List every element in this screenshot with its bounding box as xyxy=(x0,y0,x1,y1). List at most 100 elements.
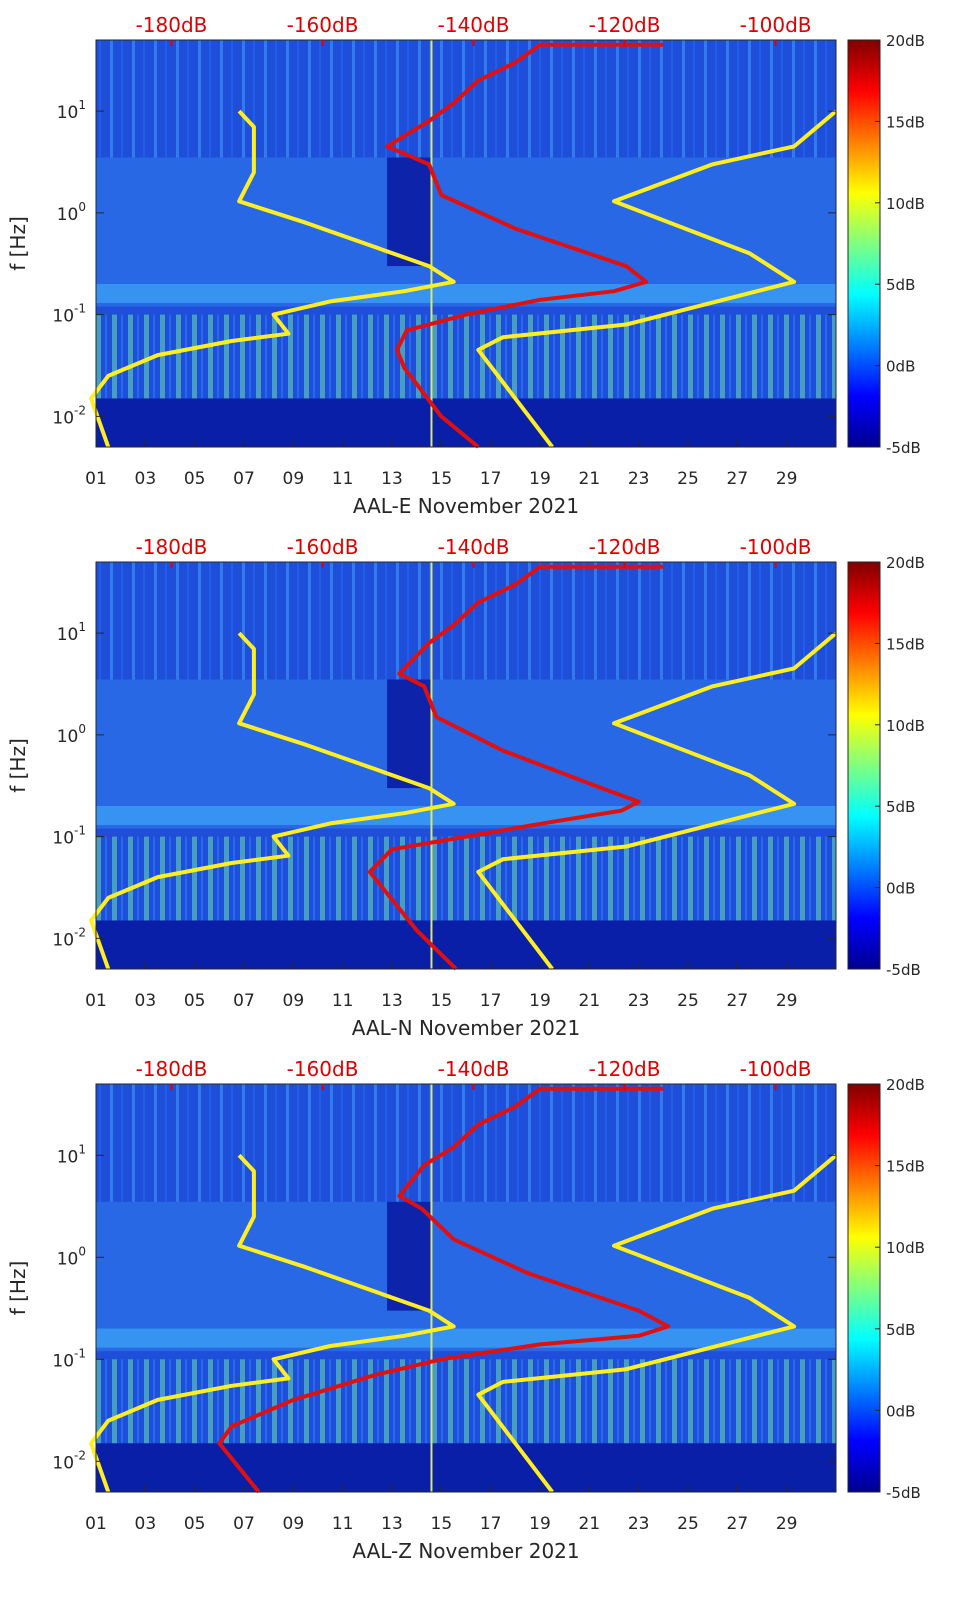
x-tick-label: 27 xyxy=(727,469,749,489)
y-tick-label: 100 xyxy=(57,200,86,225)
colorbar-tick-label: -5dB xyxy=(886,961,921,979)
x-tick-label: 29 xyxy=(776,991,798,1011)
x-tick-label: 03 xyxy=(135,469,157,489)
top-db-tick-label: -140dB xyxy=(438,1057,510,1081)
y-axis-label: f [Hz] xyxy=(6,738,30,793)
colorbar-tick-label: 5dB xyxy=(886,1321,915,1339)
top-db-tick-label: -160dB xyxy=(287,13,359,37)
colorbar xyxy=(847,39,881,448)
top-db-tick-label: -120dB xyxy=(589,1057,661,1081)
axes-frame xyxy=(95,561,837,970)
x-tick-label: 23 xyxy=(628,991,650,1011)
x-tick-label: 19 xyxy=(529,1514,551,1534)
x-tick-label: 01 xyxy=(85,469,107,489)
y-tick-label: 10-1 xyxy=(52,824,86,849)
y-tick-label: 101 xyxy=(57,620,86,645)
x-tick-label: 11 xyxy=(332,469,354,489)
colorbar-tick-label: 15dB xyxy=(886,635,925,653)
x-tick-label: 07 xyxy=(233,991,255,1011)
x-tick-label: 23 xyxy=(628,1514,650,1534)
x-tick-label: 23 xyxy=(628,469,650,489)
top-db-tick-label: -160dB xyxy=(287,535,359,559)
colorbar-tick-label: -5dB xyxy=(886,1484,921,1502)
spectrogram-high-band xyxy=(96,1084,836,1202)
red-median-noise xyxy=(367,564,664,971)
x-tick-label: 03 xyxy=(135,1514,157,1534)
spectrogram-mid-band xyxy=(96,157,836,307)
colorbar-tick-label: 15dB xyxy=(886,1158,925,1176)
x-tick-label: 07 xyxy=(233,1514,255,1534)
yellow-model-curves-high xyxy=(476,631,838,971)
colorbar-tick-label: 20dB xyxy=(886,1076,925,1094)
x-tick-label: 25 xyxy=(677,469,699,489)
colorbar-tick-label: 10dB xyxy=(886,195,925,213)
quiet-period xyxy=(387,679,432,789)
top-db-tick-label: -180dB xyxy=(136,13,208,37)
top-db-tick-label: -100dB xyxy=(740,13,812,37)
colorbar-tick-label: 5dB xyxy=(886,798,915,816)
spectrogram-high-band xyxy=(96,562,836,680)
colorbar-tick-label: 0dB xyxy=(886,1402,915,1420)
y-tick-label: 100 xyxy=(57,1244,86,1269)
top-db-tick-label: -140dB xyxy=(438,535,510,559)
yellow-model-curves xyxy=(89,109,456,448)
x-tick-label: 21 xyxy=(579,469,601,489)
quiet-period xyxy=(387,157,432,267)
panel-2: 01 03 05 07 09 11 13 15 17 19 21 23 25 27 29 101 100 10-1… xyxy=(6,535,925,1040)
x-tick-label: 09 xyxy=(283,469,305,489)
x-tick-label: 11 xyxy=(332,991,354,1011)
colorbar-tick-label: 0dB xyxy=(886,358,915,376)
colorbar xyxy=(847,1083,881,1493)
y-tick-label: 10-2 xyxy=(52,403,86,428)
x-axis-label: AAL-E November 2021 xyxy=(353,494,579,518)
top-db-tick-label: -120dB xyxy=(589,535,661,559)
x-tick-label: 27 xyxy=(727,991,749,1011)
y-axis-label: f [Hz] xyxy=(6,1261,30,1316)
colorbar-tick-label: 15dB xyxy=(886,113,925,131)
spectrogram-low-band xyxy=(96,1359,836,1444)
spectrogram-lowest-band xyxy=(96,1443,836,1492)
panel-3: 01 03 05 07 09 11 13 15 17 19 21 23 25 27 29 101 100 10-1… xyxy=(6,1057,925,1563)
red-median-noise xyxy=(217,1086,671,1494)
top-db-tick-label: -140dB xyxy=(438,13,510,37)
x-tick-label: 01 xyxy=(85,991,107,1011)
yellow-model-curves-high xyxy=(476,109,838,449)
axes-frame xyxy=(95,1083,837,1493)
x-tick-label: 25 xyxy=(677,1514,699,1534)
panel-1: 01 03 05 07 09 11 13 15 17 19 21 23 25 27 29 101 100 10-1… xyxy=(6,13,925,518)
x-axis-label: AAL-N November 2021 xyxy=(352,1016,581,1040)
x-tick-label: 21 xyxy=(579,991,601,1011)
y-axis-label: f [Hz] xyxy=(6,216,30,271)
x-tick-label: 15 xyxy=(431,1514,453,1534)
spectrogram-low-band xyxy=(96,836,836,921)
y-tick-label: 101 xyxy=(57,1142,86,1167)
top-db-tick-label: -120dB xyxy=(589,13,661,37)
x-tick-label: 15 xyxy=(431,469,453,489)
x-tick-label: 17 xyxy=(480,1514,502,1534)
red-median-noise xyxy=(385,42,664,449)
x-tick-label: 15 xyxy=(431,991,453,1011)
top-db-tick-label: -100dB xyxy=(740,1057,812,1081)
x-tick-label: 07 xyxy=(233,469,255,489)
y-tick-label: 101 xyxy=(57,98,86,123)
x-tick-label: 27 xyxy=(727,1514,749,1534)
spectrogram-low-band xyxy=(96,314,836,399)
colorbar xyxy=(847,561,881,970)
top-db-tick-label: -100dB xyxy=(740,535,812,559)
top-db-tick-label: -180dB xyxy=(136,535,208,559)
x-tick-label: 17 xyxy=(480,469,502,489)
x-tick-label: 13 xyxy=(381,1514,403,1534)
x-tick-label: 03 xyxy=(135,991,157,1011)
colorbar-tick-label: 20dB xyxy=(886,32,925,50)
top-db-tick-label: -180dB xyxy=(136,1057,208,1081)
spectrogram-mid-band xyxy=(96,1201,836,1352)
x-axis-label: AAL-Z November 2021 xyxy=(352,1539,579,1563)
microseism-band xyxy=(96,805,836,826)
x-tick-label: 17 xyxy=(480,991,502,1011)
y-tick-label: 10-2 xyxy=(52,1448,86,1473)
x-tick-label: 05 xyxy=(184,991,206,1011)
x-tick-label: 13 xyxy=(381,469,403,489)
colorbar-tick-label: 10dB xyxy=(886,1239,925,1257)
x-tick-label: 13 xyxy=(381,991,403,1011)
